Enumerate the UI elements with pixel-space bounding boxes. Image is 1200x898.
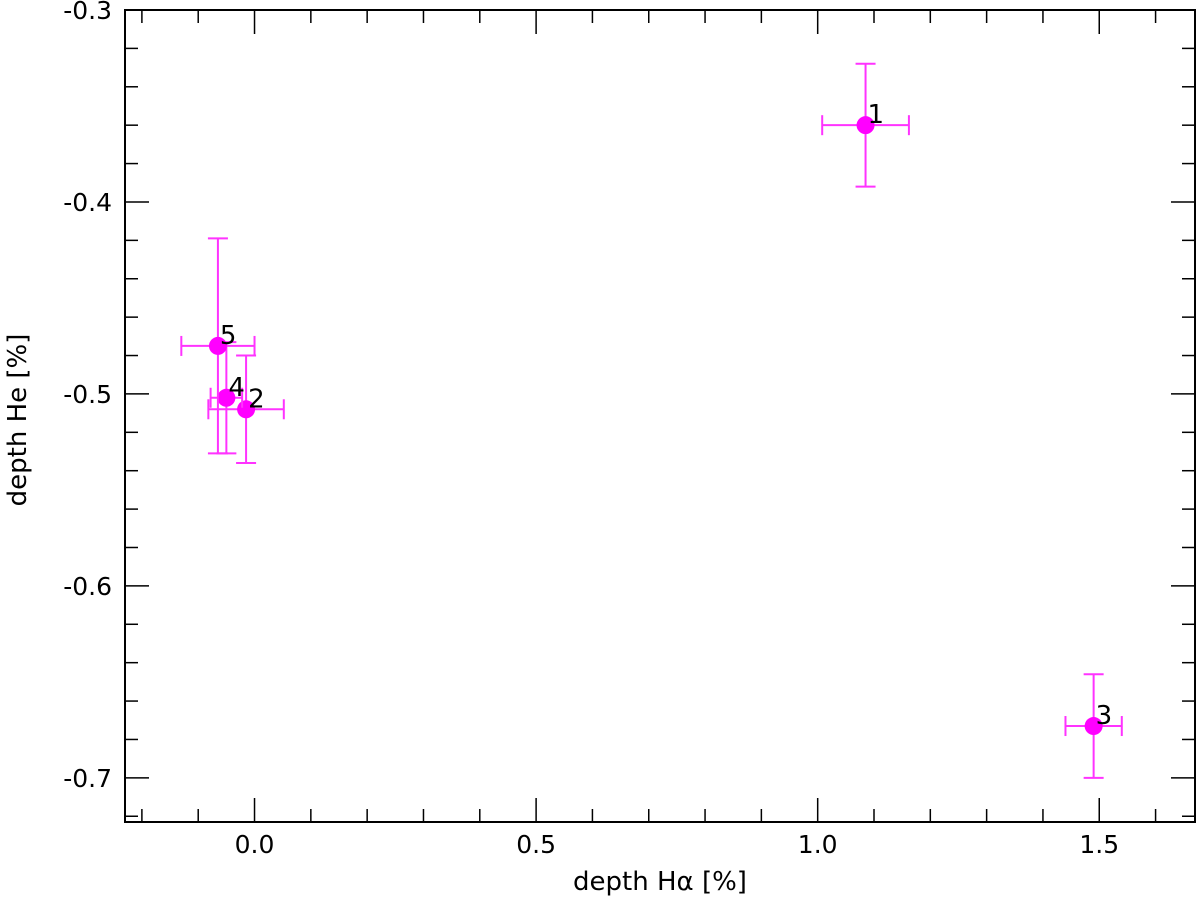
- point-label: 1: [868, 100, 885, 130]
- y-axis-title: depth He [%]: [3, 334, 33, 507]
- axes: 0.0 0.5 1.0 1.5 -0.3 -0.4 -0.5 -0.6 -0.7: [63, 0, 1196, 859]
- x-tick-label: 0.0: [235, 830, 275, 859]
- x-tick-label: 1.5: [1079, 830, 1119, 859]
- point-label: 2: [248, 384, 265, 414]
- y-tick-label: -0.3: [63, 0, 112, 25]
- y-tick-label: -0.4: [63, 188, 112, 217]
- data-point-5: 5: [180, 237, 256, 455]
- data-point-4: 4: [209, 341, 245, 455]
- point-label: 3: [1096, 701, 1113, 731]
- scatter-marker: [217, 388, 236, 407]
- point-label: 5: [220, 321, 237, 351]
- y-tick-label: -0.6: [63, 572, 112, 601]
- data-point-2: 2: [207, 354, 285, 465]
- x-tick-label: 1.0: [798, 830, 838, 859]
- scatter-marker: [1084, 717, 1103, 736]
- y-tick-label: -0.5: [63, 380, 112, 409]
- data-point-3: 3: [1064, 673, 1123, 779]
- y-tick-label: -0.7: [63, 764, 112, 793]
- scatter-marker: [208, 336, 227, 355]
- data-points: 1 2 3 4 5: [180, 62, 1123, 779]
- point-label: 4: [228, 373, 245, 403]
- plot-frame: [124, 9, 1196, 823]
- scatter-marker: [856, 116, 875, 135]
- x-tick-label: 0.5: [516, 830, 556, 859]
- data-point-1: 1: [821, 62, 910, 188]
- x-axis-title: depth Hα [%]: [573, 867, 747, 897]
